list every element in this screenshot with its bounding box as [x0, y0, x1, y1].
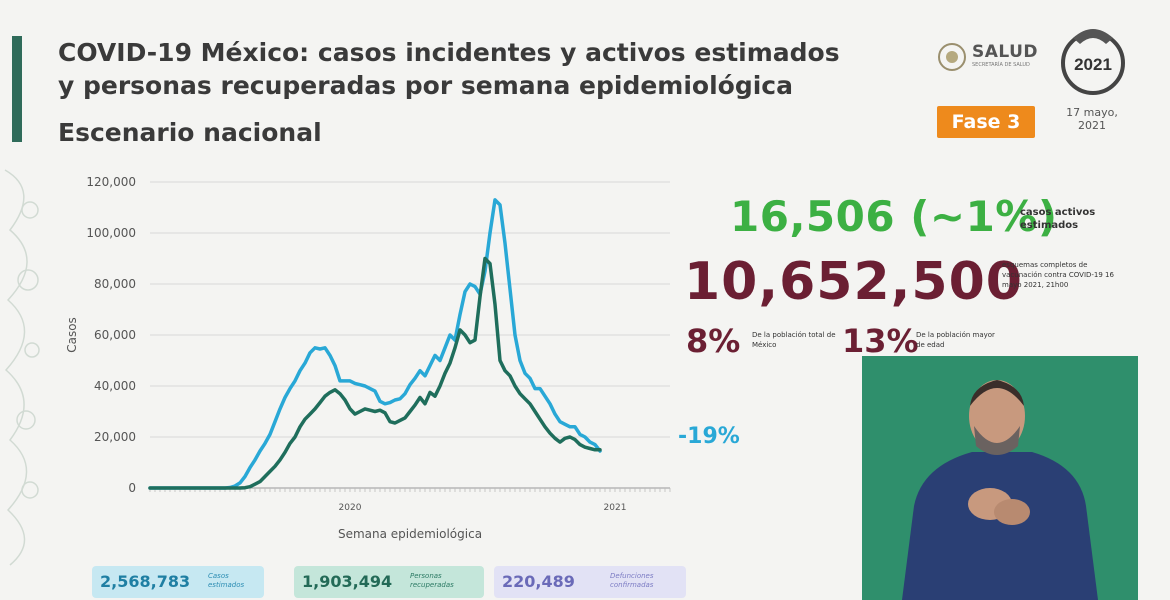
bicentennial-seal-icon: 2021 — [1061, 29, 1125, 95]
pct-total-population: 8% — [686, 322, 741, 360]
y-tick-label: 20,000 — [94, 430, 136, 444]
y-tick-label: 60,000 — [94, 328, 136, 342]
x-axis-label: Semana epidemiológica — [338, 527, 482, 541]
estimated-cases-box: 2,568,783 Casos estimados — [92, 566, 264, 598]
deaths-value: 220,489 — [502, 572, 575, 591]
ministry-name: SALUD — [972, 42, 1039, 62]
sign-language-interpreter-video — [862, 356, 1138, 600]
recovered-label: Personas recuperadas — [410, 572, 454, 589]
recovered-box: 1,903,494 Personas recuperadas — [294, 566, 484, 598]
background-ornament — [4, 169, 40, 566]
salud-logo-icon — [938, 43, 966, 71]
y-tick-label: 100,000 — [86, 226, 136, 240]
estimated-cases-label: Casos estimados — [208, 572, 245, 589]
pct-adult-population: 13% — [842, 322, 919, 360]
phase-badge: Fase 3 — [937, 106, 1035, 138]
series-line-1 — [148, 198, 602, 490]
vaccination-label: esquemas completos de vacunación contra … — [1002, 261, 1114, 289]
estimated-cases-value: 2,568,783 — [100, 572, 191, 591]
active-cases-label: casos activos estimados — [1020, 207, 1096, 231]
x-year-label: 2020 — [339, 503, 362, 513]
accent-bar — [12, 36, 22, 142]
pct-adult-population-label: De la población mayor de edad — [916, 331, 995, 349]
deaths-box: 220,489 Defunciones confirmadas — [494, 566, 686, 598]
seal-year: 2021 — [1074, 55, 1112, 74]
recovered-value: 1,903,494 — [302, 572, 393, 591]
scenario-subtitle: Escenario nacional — [58, 118, 322, 147]
x-year-label: 2021 — [604, 503, 627, 513]
report-date: 17 mayo, 2021 — [1066, 106, 1118, 132]
y-tick-label: 0 — [128, 481, 136, 495]
y-axis-label: Casos — [65, 317, 79, 353]
y-tick-label: 80,000 — [94, 277, 136, 291]
cases-line-chart: 0 20,000 40,000 60,000 80,000 100,000 120,000 2… — [65, 175, 671, 541]
series-line-2 — [148, 256, 602, 490]
active-cases-value: 16,506 (~1%) — [730, 192, 1058, 241]
page-title: COVID-19 México: casos incidentes y acti… — [58, 38, 840, 100]
ministry-subtitle: SECRETARÍA DE SALUD — [972, 62, 1030, 68]
y-tick-label: 120,000 — [86, 175, 136, 189]
interpreter-figure-icon — [862, 356, 1138, 600]
y-tick-label: 40,000 — [94, 379, 136, 393]
pct-total-population-label: De la población total de México — [752, 331, 836, 349]
trend-percentage: -19% — [678, 424, 740, 449]
vaccination-total-value: 10,652,500 — [684, 252, 1023, 312]
deaths-label: Defunciones confirmadas — [610, 572, 654, 589]
